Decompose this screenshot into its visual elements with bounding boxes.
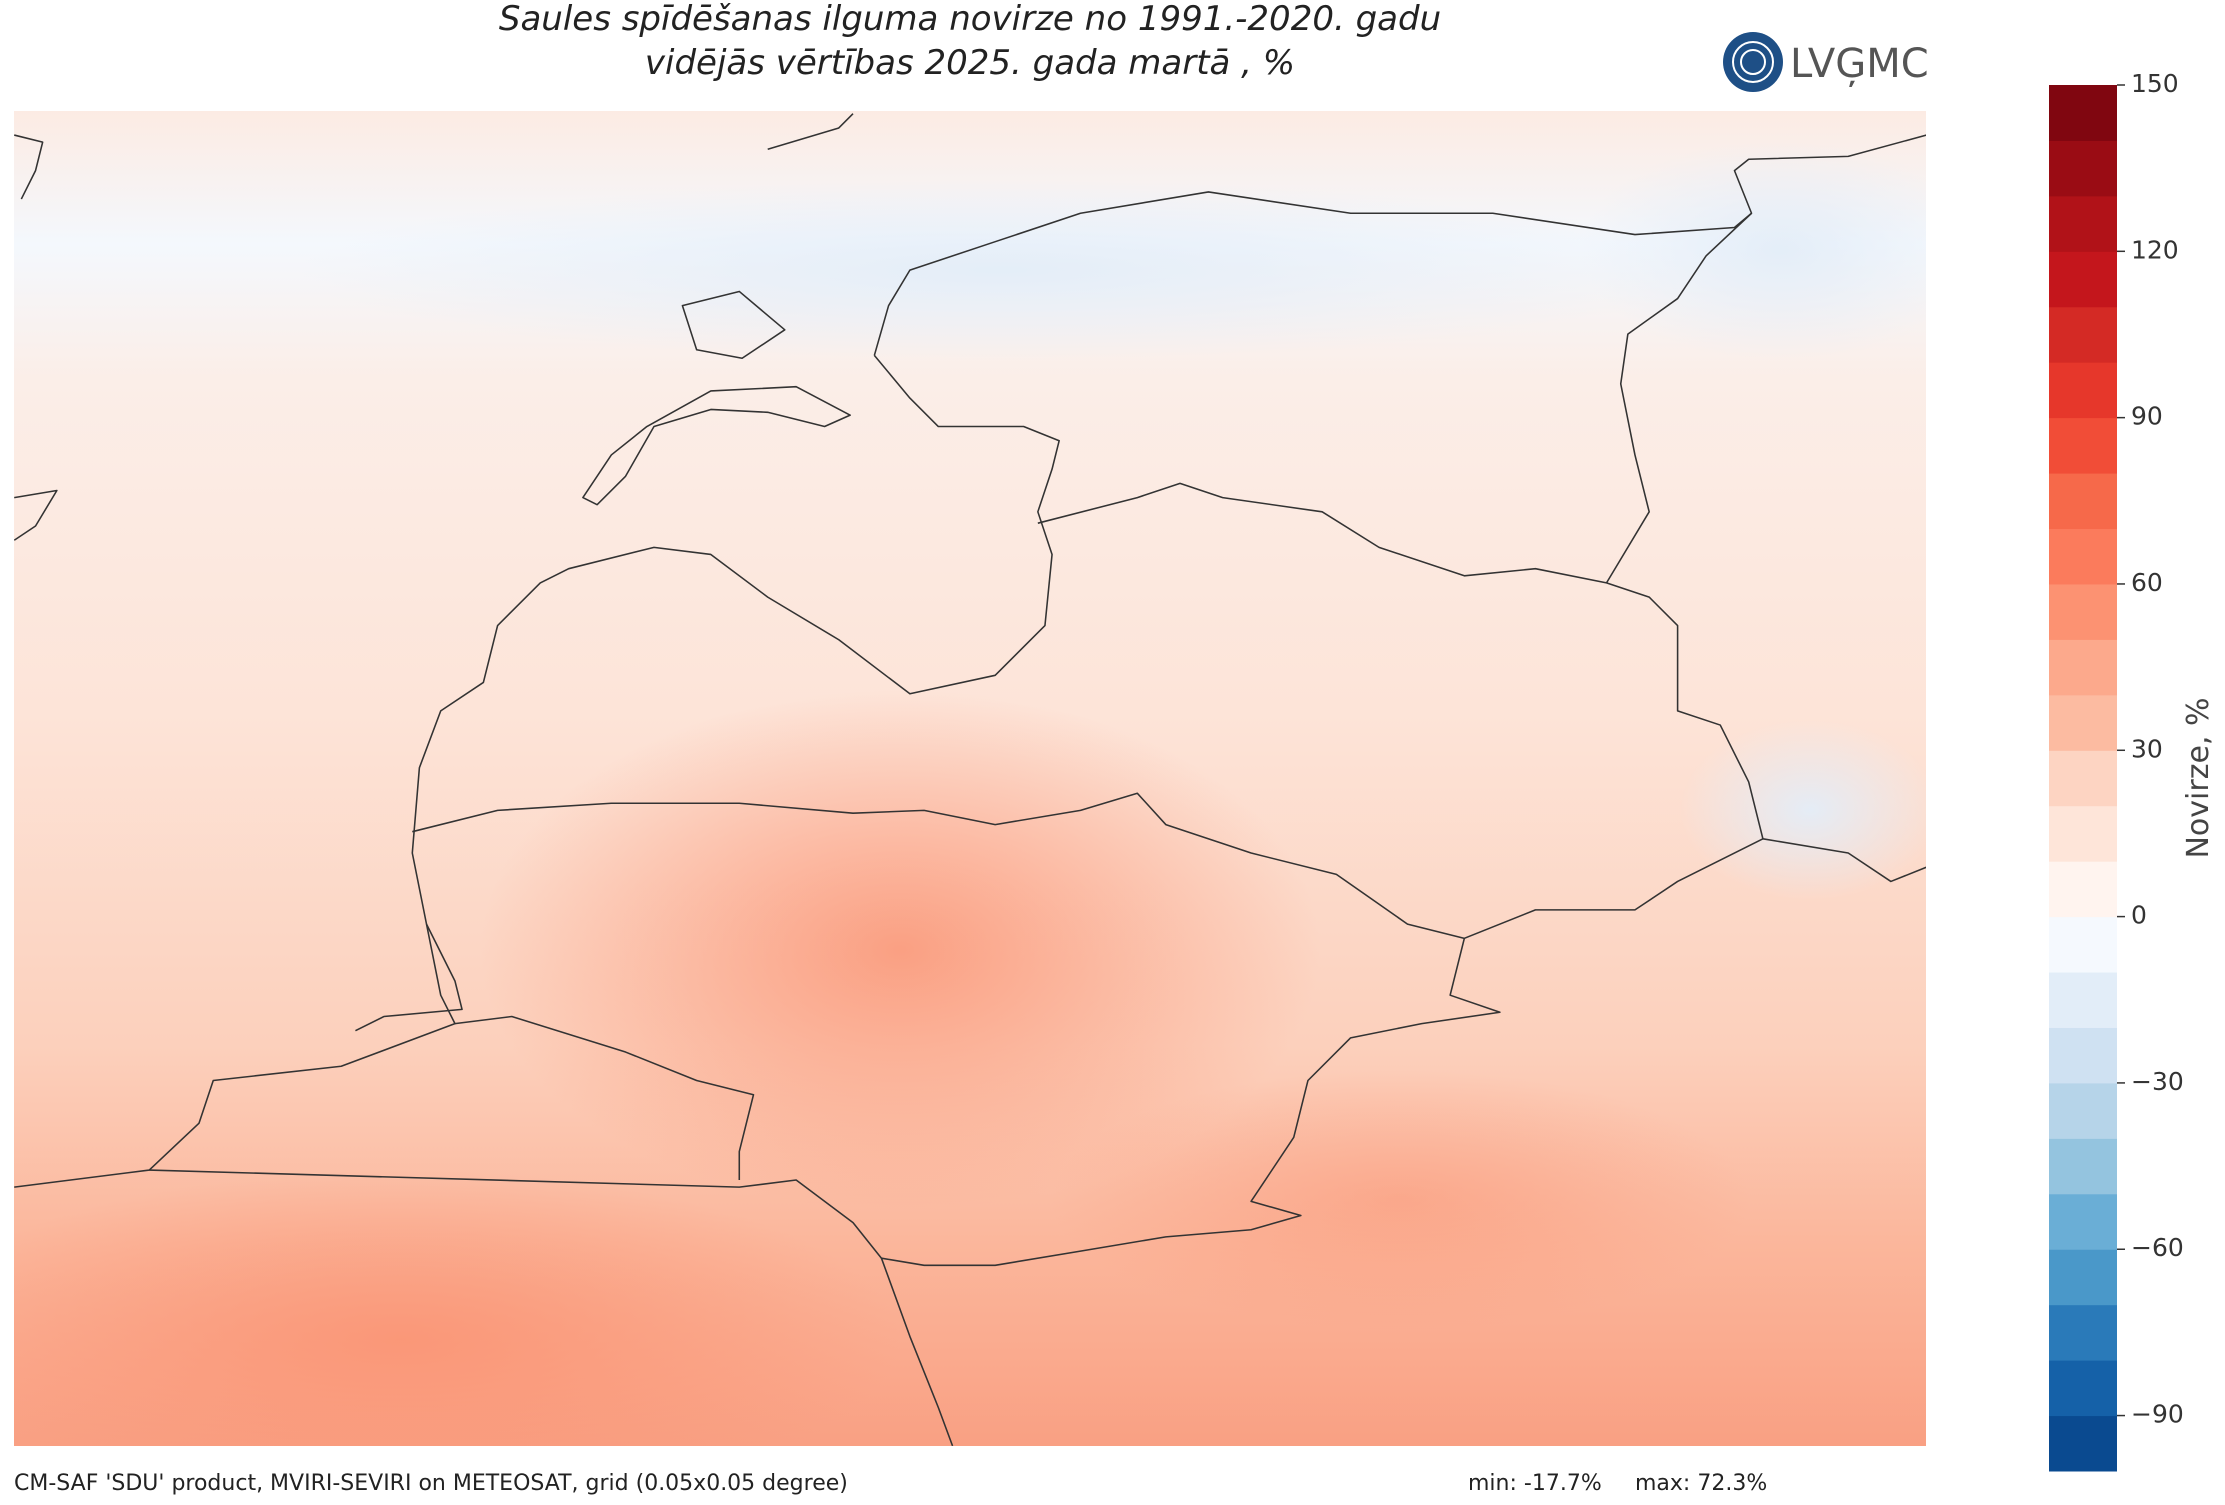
- colorbar-bin: [2049, 1304, 2117, 1361]
- colorbar-bin: [2049, 1360, 2117, 1417]
- tick-label: 120: [2131, 235, 2179, 264]
- tick-label: −30: [2131, 1067, 2184, 1096]
- map: [14, 111, 1926, 1446]
- footer-source: CM-SAF 'SDU' product, MVIRI-SEVIRI on ME…: [14, 1471, 848, 1496]
- title-line: vidējās vērtības 2025. gada martā , %: [645, 43, 1295, 83]
- colorbar-bin: [2049, 1082, 2117, 1139]
- colorbar-bin: [2049, 528, 2117, 585]
- colorbar-bin: [2049, 473, 2117, 530]
- colorbar-bin: [2049, 251, 2117, 308]
- colorbar-bin: [2049, 306, 2117, 363]
- colorbar-bin: [2049, 140, 2117, 197]
- tick-label: 0: [2131, 901, 2147, 930]
- colorbar-bin: [2049, 916, 2117, 973]
- colorbar-bin: [2049, 195, 2117, 252]
- footer-max: max: 72.3%: [1635, 1471, 1767, 1496]
- colorbar-bin: [2049, 639, 2117, 696]
- tick-label: −60: [2131, 1233, 2184, 1262]
- colorbar-bin: [2049, 805, 2117, 862]
- colorbar-bin: [2049, 1027, 2117, 1084]
- footer-min: min: -17.7%: [1468, 1471, 1602, 1496]
- colorbar: −90 −60 −30 0 30 60 90 120 150: [2049, 69, 2184, 1472]
- colorbar-bin: [2049, 694, 2117, 751]
- colorbar-bin: [2049, 972, 2117, 1028]
- tick-label: 90: [2131, 402, 2163, 431]
- colorbar-bin: [2049, 750, 2117, 807]
- tick-label: 30: [2131, 734, 2163, 763]
- colorbar-bin: [2049, 1415, 2117, 1472]
- colorbar-bin: [2049, 1138, 2117, 1195]
- colorbar-bin: [2049, 583, 2117, 640]
- colorbar-bin: [2049, 1193, 2117, 1250]
- tick-label: 60: [2131, 568, 2163, 597]
- colorbar-label: Novirze, %: [2181, 697, 2216, 858]
- colorbar-bin: [2049, 861, 2117, 918]
- logo: LVĢMC: [1723, 32, 1929, 92]
- colorbar-bin: [2049, 417, 2117, 474]
- colorbar-bin: [2049, 85, 2117, 141]
- tick-label: −90: [2131, 1400, 2184, 1429]
- colorbar-bin: [2049, 1249, 2117, 1306]
- tick-label: 150: [2131, 69, 2179, 98]
- colorbar-bin: [2049, 362, 2117, 419]
- logo-text: LVĢMC: [1790, 41, 1929, 87]
- title-line: Saules spīdēšanas ilguma novirze no 1991…: [499, 0, 1441, 39]
